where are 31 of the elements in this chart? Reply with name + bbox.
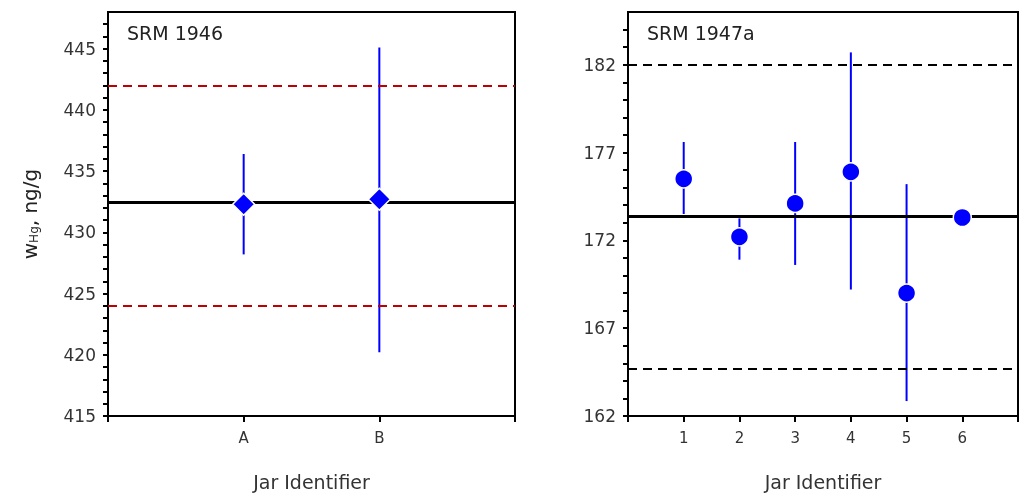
point bbox=[952, 207, 973, 228]
y-tick-label: 167 bbox=[583, 318, 616, 339]
y-tick-label: 440 bbox=[63, 99, 96, 120]
y-tick-label: 445 bbox=[63, 38, 96, 59]
x-tick-label: A bbox=[238, 428, 250, 447]
x-tick-label: 5 bbox=[901, 428, 912, 447]
y-tick-label: 430 bbox=[63, 222, 96, 243]
point bbox=[729, 227, 750, 247]
y-axis-title: wHg, ng/g bbox=[18, 168, 42, 260]
y-tick-label: 420 bbox=[63, 344, 96, 365]
y-tick-label: 182 bbox=[583, 54, 616, 75]
x-tick-label: B bbox=[374, 428, 385, 447]
y-tick-label: 162 bbox=[583, 406, 616, 426]
x-tick-label: 1 bbox=[678, 428, 689, 447]
x-tick-label: 4 bbox=[846, 428, 856, 447]
point bbox=[841, 162, 861, 182]
x-tick-label: 6 bbox=[957, 428, 968, 447]
point bbox=[785, 193, 805, 214]
point bbox=[896, 283, 917, 303]
y-tick-label: 177 bbox=[583, 142, 616, 163]
x-axis-title: Jar Identifier bbox=[252, 470, 371, 493]
x-tick-label: 3 bbox=[790, 428, 800, 447]
y-tick-label: 172 bbox=[583, 230, 616, 251]
x-axis-title: Jar Identifier bbox=[763, 470, 882, 493]
y-tick-label: 415 bbox=[63, 406, 96, 426]
text: SRM 1947a bbox=[647, 21, 755, 44]
y-tick-label: 435 bbox=[63, 161, 96, 182]
point bbox=[673, 169, 694, 189]
x-tick-label: 2 bbox=[734, 428, 745, 447]
y-tick-label: 425 bbox=[63, 283, 96, 304]
text: SRM 1946 bbox=[127, 21, 224, 44]
